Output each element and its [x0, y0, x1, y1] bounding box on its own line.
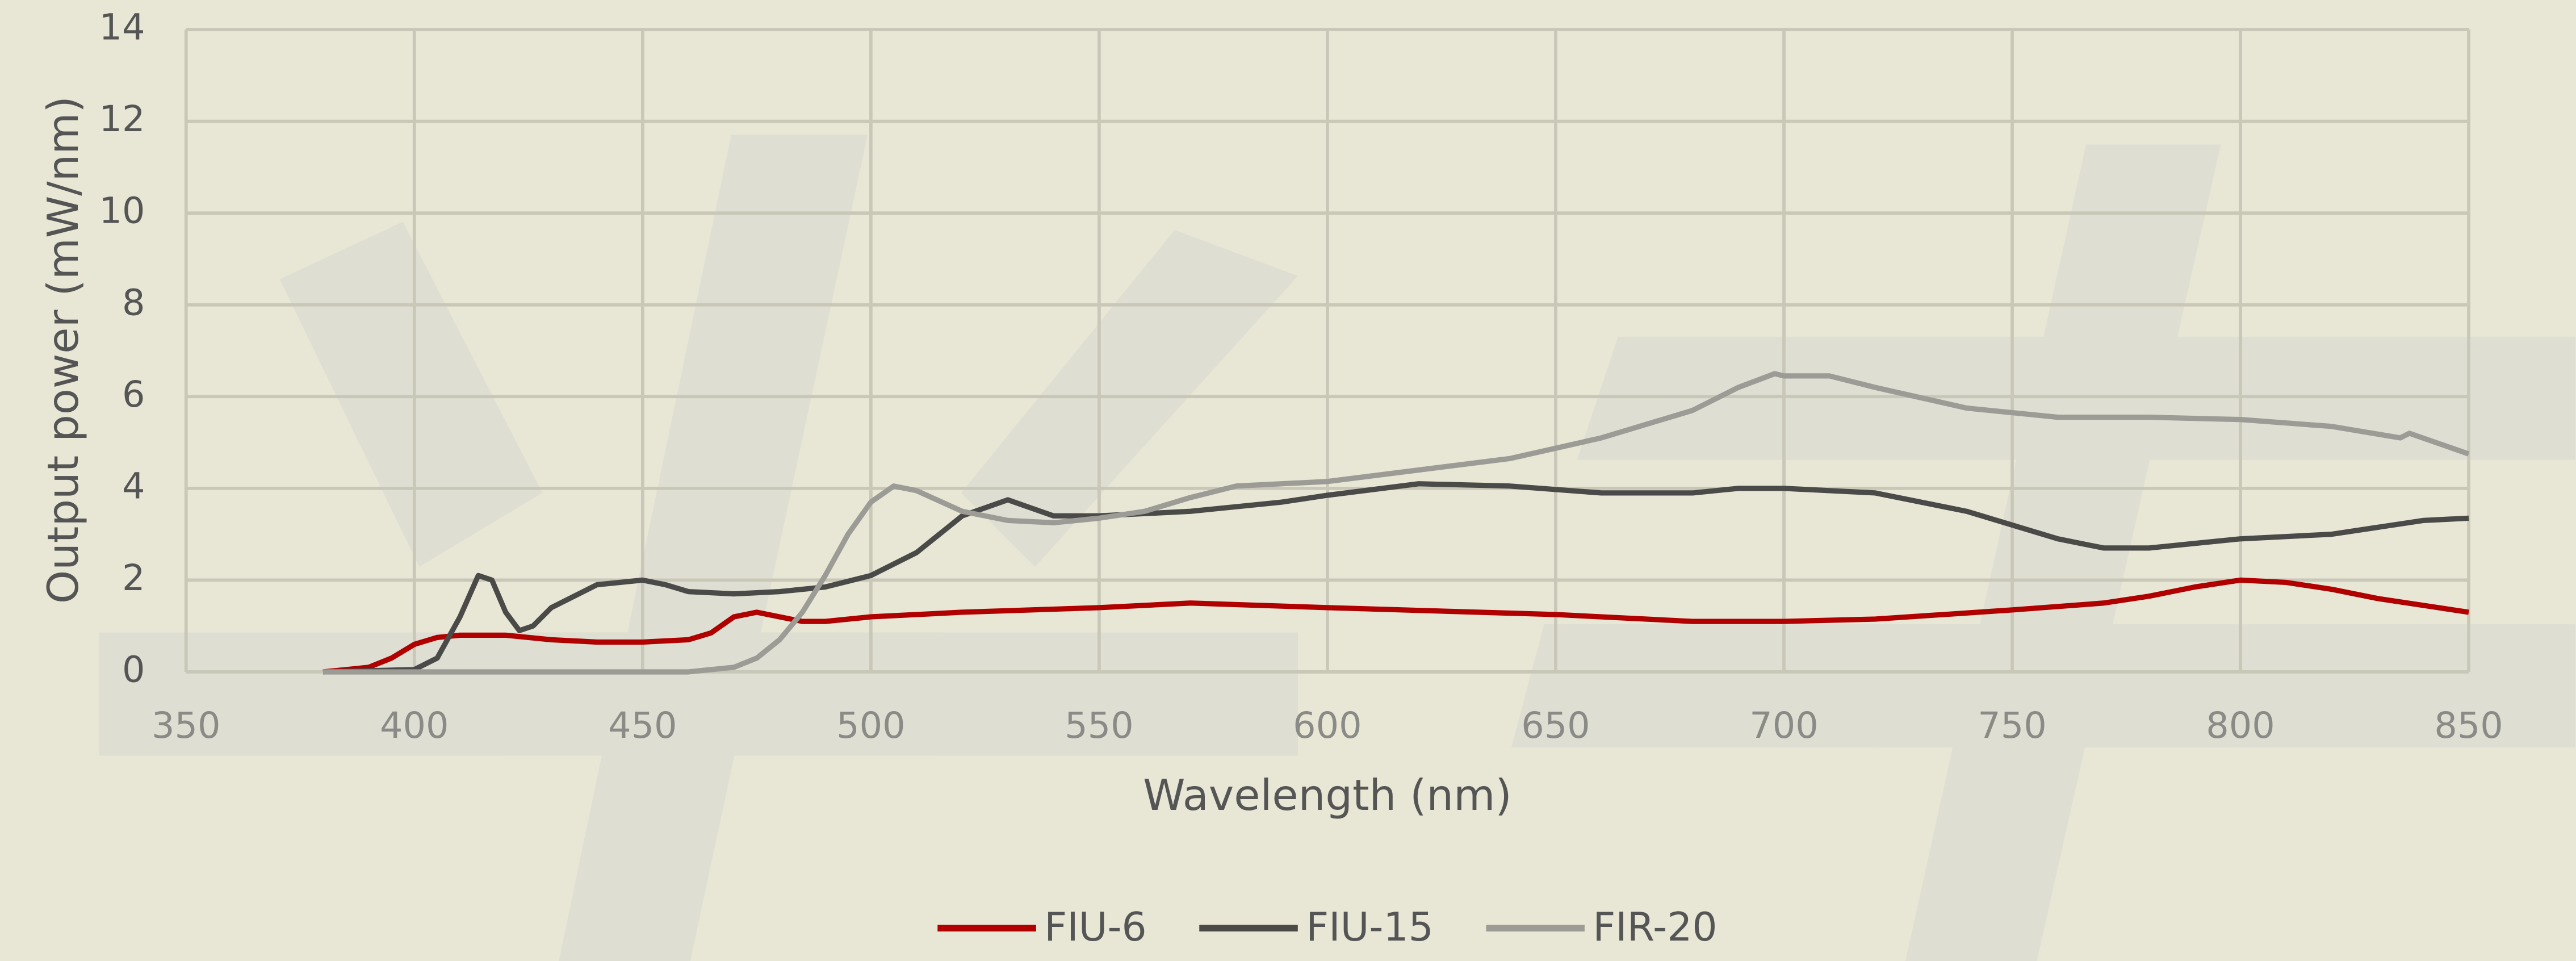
x-tick-label: 600: [1293, 705, 1362, 747]
y-tick-label: 0: [122, 649, 145, 691]
y-tick-label: 6: [122, 374, 145, 416]
x-tick-label: 500: [836, 705, 905, 747]
legend: FIU-6 FIU-15 FIR-20: [937, 905, 1717, 950]
x-tick-label: 750: [1978, 705, 2046, 747]
legend-item: FIR-20: [1486, 905, 1717, 950]
x-tick-label: 400: [380, 705, 449, 747]
y-tick-label: 2: [122, 557, 145, 599]
watermark: [99, 135, 2575, 961]
x-axis-label: Wavelength (nm): [1143, 770, 1511, 820]
x-tick-label: 800: [2206, 705, 2275, 747]
legend-label: FIU-6: [1044, 905, 1146, 950]
y-tick-label: 4: [122, 465, 145, 507]
legend-item: FIU-6: [937, 905, 1146, 950]
legend-label: FIU-15: [1306, 905, 1434, 950]
chart: Output power (mW/nm) Wavelength (nm) 0 2 4…: [0, 0, 2576, 961]
y-axis-label: Output power (mW/nm): [38, 96, 88, 604]
legend-item: FIU-15: [1199, 905, 1434, 950]
x-tick-label: 650: [1521, 705, 1590, 747]
x-tick-label: 700: [1749, 705, 1818, 747]
legend-label: FIR-20: [1593, 905, 1717, 950]
x-tick-label: 450: [608, 705, 677, 747]
y-tick-label: 8: [122, 282, 145, 324]
y-tick-label: 10: [99, 190, 145, 232]
y-tick-label: 12: [99, 98, 145, 140]
x-tick-label: 550: [1065, 705, 1133, 747]
x-tick-label: 850: [2434, 705, 2503, 747]
y-tick-label: 14: [99, 7, 145, 49]
x-tick-label: 350: [152, 705, 220, 747]
